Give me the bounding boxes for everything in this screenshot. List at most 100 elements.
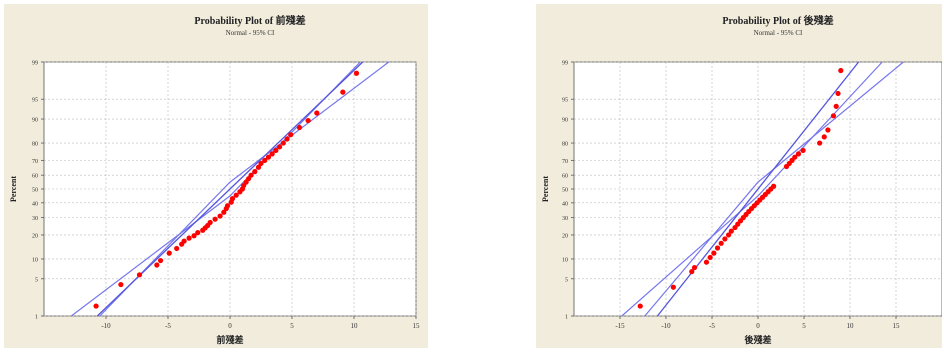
y-tick-label: 20 — [562, 233, 568, 239]
data-point — [795, 151, 802, 157]
data-point — [93, 303, 99, 309]
ci-lower-line — [621, 61, 883, 317]
y-tick-label: 99 — [562, 61, 568, 67]
x-tick-label: -10 — [101, 322, 111, 330]
y-axis-label: Percent — [541, 176, 550, 202]
y-tick-label: 95 — [32, 98, 38, 104]
y-tick-label: 95 — [562, 98, 568, 104]
y-tick-label: 40 — [562, 201, 568, 207]
data-point — [284, 136, 290, 142]
x-tick-label: -5 — [165, 322, 171, 330]
data-point — [195, 230, 201, 236]
data-point — [154, 262, 160, 268]
y-tick-label: 10 — [562, 257, 568, 263]
data-point — [838, 67, 844, 74]
x-tick-label: -10 — [661, 322, 671, 330]
y-tick-label: 60 — [32, 174, 38, 180]
data-point — [821, 134, 827, 140]
data-point — [262, 157, 268, 163]
data-point — [166, 250, 172, 256]
y-tick-label: 50 — [32, 188, 38, 194]
y-tick-label: 90 — [32, 118, 38, 124]
data-point — [265, 154, 272, 160]
data-point — [221, 209, 227, 215]
x-axis-label: 前殘差 — [216, 334, 243, 345]
data-point — [711, 250, 717, 256]
probability-plot-left: 1 5 10 20 30 40 50 60 70 80 90 95 99 -10 -5 0 5 10 15 Proba… — [4, 4, 428, 348]
x-tick-label: 0 — [228, 322, 232, 330]
data-point — [212, 216, 218, 222]
data-point — [258, 160, 264, 167]
data-point — [186, 235, 192, 241]
data-point — [718, 240, 724, 246]
x-tick-label: 15 — [413, 322, 421, 330]
data-point — [248, 172, 254, 178]
data-point — [305, 117, 311, 124]
probability-plot-right: 1 5 10 20 30 40 50 60 70 80 90 95 99 -15 -10 -5 0 5 10 15 Pr… — [536, 4, 942, 348]
data-point — [353, 70, 360, 76]
y-tick-label: 20 — [32, 233, 38, 239]
data-point — [670, 284, 676, 290]
x-tick-label: 15 — [893, 322, 901, 330]
data-point — [181, 238, 187, 244]
data-point — [288, 132, 294, 138]
x-tick-label: -15 — [615, 322, 625, 330]
data-point — [800, 147, 806, 154]
y-axis-label: Percent — [9, 176, 18, 202]
data-point — [703, 259, 710, 265]
data-point — [825, 127, 831, 133]
data-point — [835, 90, 841, 97]
data-point — [725, 232, 732, 238]
y-tick-label: 1 — [35, 315, 38, 321]
y-tick-label: 50 — [562, 188, 568, 194]
data-point — [255, 164, 262, 170]
y-tick-label: 70 — [562, 159, 568, 165]
data-point — [689, 269, 695, 275]
data-point — [771, 183, 777, 189]
data-point — [118, 281, 124, 288]
y-tick-label: 5 — [565, 277, 568, 283]
y-tick-label: 10 — [32, 257, 38, 263]
ci-upper-line — [644, 61, 904, 317]
data-point — [792, 154, 798, 160]
data-point — [269, 151, 275, 157]
y-tick-label: 30 — [32, 216, 38, 222]
chart-subtitle: Normal - 95% CI — [226, 29, 275, 37]
data-point — [722, 236, 728, 242]
y-tick-label: 1 — [565, 315, 568, 321]
data-point — [728, 228, 734, 234]
data-point — [830, 113, 837, 119]
x-tick-label: 5 — [802, 322, 806, 330]
data-point — [277, 144, 283, 150]
chart-subtitle: Normal - 95% CI — [754, 29, 803, 37]
data-point — [224, 203, 231, 209]
y-tick-label: 5 — [35, 277, 38, 283]
data-point — [280, 140, 286, 146]
y-tick-label: 80 — [562, 142, 568, 148]
y-tick-label: 60 — [562, 174, 568, 180]
y-tick-label: 40 — [32, 201, 38, 207]
data-point — [207, 219, 213, 226]
data-point — [833, 103, 839, 109]
data-point — [273, 147, 279, 154]
x-tick-label: -5 — [709, 322, 715, 330]
data-point — [229, 196, 236, 202]
y-tick-label: 80 — [32, 142, 38, 148]
x-tick-label: 10 — [847, 322, 855, 330]
data-point — [296, 124, 303, 131]
data-point — [714, 245, 721, 251]
data-point — [314, 110, 320, 116]
data-point — [817, 140, 823, 146]
x-tick-label: 5 — [290, 322, 294, 330]
y-tick-label: 70 — [32, 159, 38, 165]
data-point — [233, 192, 239, 198]
chart-title: Probability Plot of 後殘差 — [722, 14, 833, 27]
chart-title: Probability Plot of 前殘差 — [194, 14, 305, 27]
data-point — [157, 257, 164, 264]
data-point — [191, 233, 197, 239]
data-point — [174, 245, 180, 252]
x-tick-label: 0 — [756, 322, 760, 330]
data-point — [637, 303, 643, 309]
